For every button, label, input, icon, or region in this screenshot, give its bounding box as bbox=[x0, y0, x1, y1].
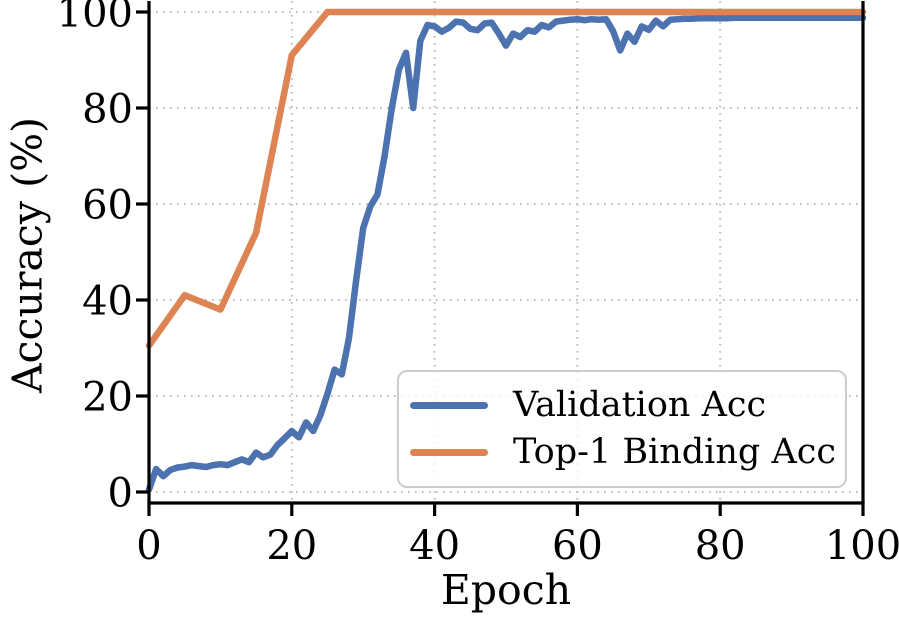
legend-label-top1-binding-acc: Top-1 Binding Acc bbox=[513, 432, 836, 472]
x-tick-label: 20 bbox=[266, 523, 317, 569]
x-axis-title: Epoch bbox=[440, 566, 572, 614]
y-tick-label: 100 bbox=[57, 0, 133, 37]
x-tick-label: 80 bbox=[695, 523, 746, 569]
y-tick-label: 60 bbox=[82, 183, 133, 229]
legend-item-top1-binding-acc: Top-1 Binding Acc bbox=[399, 435, 845, 470]
legend-item-validation-acc: Validation Acc bbox=[399, 388, 845, 423]
x-tick-label: 0 bbox=[136, 523, 161, 569]
x-tick-label: 100 bbox=[825, 523, 899, 569]
legend-label-validation-acc: Validation Acc bbox=[513, 385, 767, 425]
series-line-top1-binding-acc bbox=[145, 8, 867, 349]
y-tick-label: 20 bbox=[82, 375, 133, 421]
series-line-validation-acc bbox=[145, 14, 867, 493]
y-tick-label: 80 bbox=[82, 87, 133, 133]
x-tick-label: 40 bbox=[409, 523, 460, 569]
y-tick-label: 40 bbox=[82, 279, 133, 325]
y-axis-title: Accuracy (%) bbox=[3, 116, 52, 394]
y-tick-label: 0 bbox=[108, 471, 133, 517]
x-tick-label: 60 bbox=[552, 523, 603, 569]
legend: Validation Acc Top-1 Binding Acc bbox=[397, 370, 847, 488]
validation-acc-line-swatch bbox=[410, 402, 488, 409]
top1-binding-acc-line-swatch bbox=[410, 449, 488, 456]
